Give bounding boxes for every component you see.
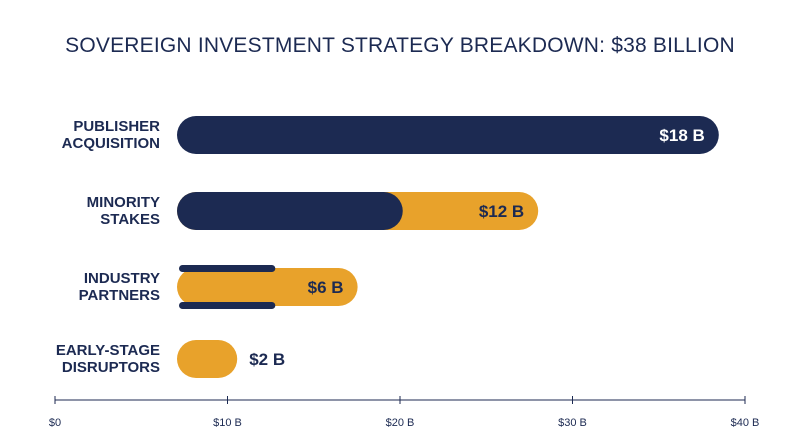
bar-value-label: $6 B [308, 278, 344, 297]
category-label-line: DISRUPTORS [62, 359, 160, 376]
category-label-line: MINORITY [87, 194, 160, 211]
category-label: MINORITY STAKES [87, 194, 160, 228]
bar [177, 340, 238, 378]
category-label-line: EARLY-STAGE [56, 342, 160, 359]
category-label-line: INDUSTRY [84, 270, 160, 287]
category-label: EARLY-STAGE DISRUPTORS [56, 342, 160, 376]
x-tick-label: $0 [49, 417, 61, 429]
category-label-line: STAKES [100, 211, 160, 228]
x-tick-label: $40 B [731, 417, 760, 429]
category-label: PUBLISHER ACQUISITION [62, 118, 160, 152]
chart-title: SOVEREIGN INVESTMENT STRATEGY BREAKDOWN:… [65, 34, 735, 57]
bar-segment-navy [177, 192, 403, 230]
bar [177, 116, 719, 154]
x-tick-label: $10 B [213, 417, 242, 429]
x-tick-label: $20 B [386, 417, 415, 429]
category-label-line: PARTNERS [79, 287, 160, 304]
bar-value-label: $18 B [659, 126, 704, 145]
x-tick-label: $30 B [558, 417, 587, 429]
bar-value-label: $2 B [249, 350, 285, 369]
bar-rail-top [179, 265, 276, 272]
category-label-line: ACQUISITION [62, 135, 160, 152]
category-label: INDUSTRY PARTNERS [79, 270, 160, 304]
category-label-line: PUBLISHER [73, 118, 160, 135]
bar-rail-bottom [179, 302, 276, 309]
bar [177, 268, 358, 306]
bar-value-label: $12 B [479, 202, 524, 221]
